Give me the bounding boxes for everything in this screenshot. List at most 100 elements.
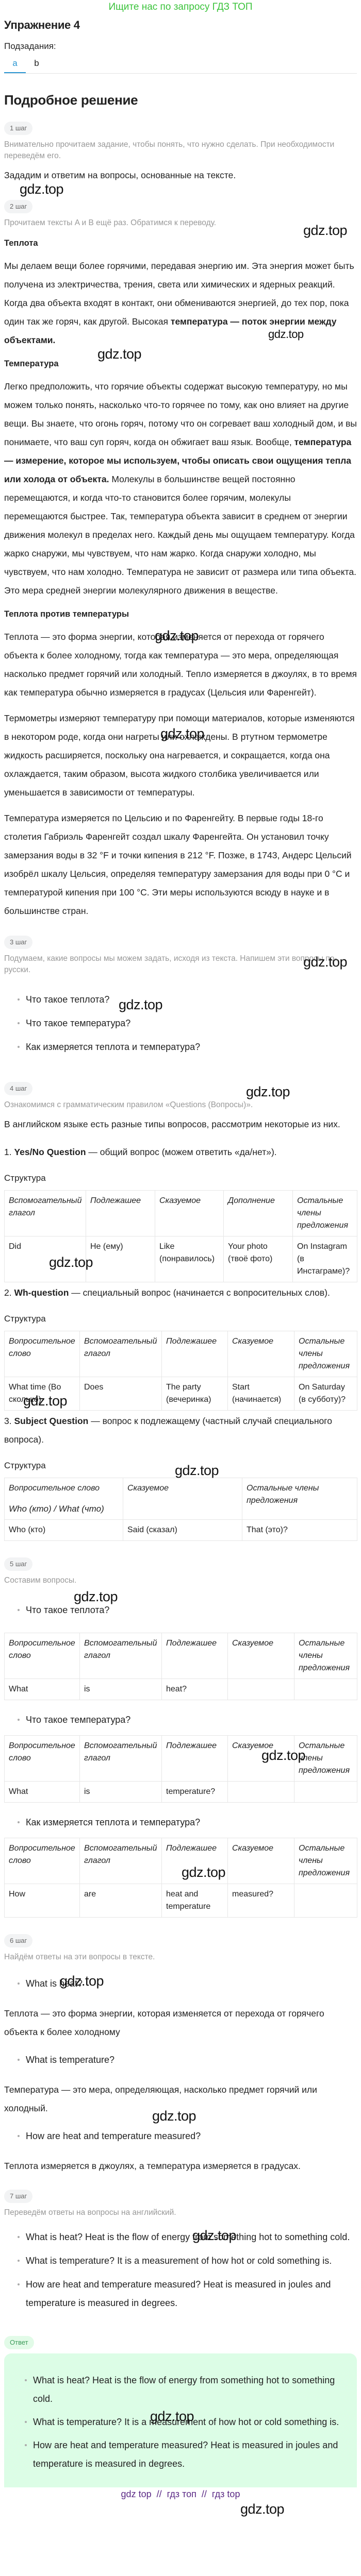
step-badge: 3 шаг bbox=[4, 936, 33, 949]
page-title: Упражнение 4 bbox=[4, 19, 80, 31]
table-header-cell: Вопросительное слово Who (кто) / What (чт… bbox=[4, 1478, 123, 1520]
list-item: Что такое температура? bbox=[4, 1710, 357, 1729]
answer-badge: Ответ bbox=[4, 2336, 34, 2349]
paragraph: Температура измеряется по Цельсию и по Ф… bbox=[4, 813, 352, 916]
table-cell: What time (Во сколько) bbox=[4, 1377, 80, 1411]
answer-text: Теплота — это форма энергии, которая изм… bbox=[4, 2008, 324, 2037]
header-text: Подлежашее bbox=[166, 1337, 217, 1346]
table-row: What is heat? bbox=[4, 1679, 357, 1700]
table-header-cell: Подлежашее bbox=[161, 1331, 228, 1377]
structure-table: Вспомогательный глагол Подлежашее Сказуемо… bbox=[4, 1190, 357, 1282]
table-cell: Start (начинается) bbox=[227, 1377, 294, 1411]
tab-b[interactable]: b bbox=[34, 58, 39, 68]
step-badge: 6 шаг bbox=[4, 1934, 33, 1947]
list-item: How are heat and temperature measured? bbox=[4, 2127, 357, 2145]
subtask-tabs: a b bbox=[4, 57, 357, 74]
question-types: 1. Yes/No Question — общий вопрос (можем… bbox=[4, 1143, 357, 1541]
header-subtext: Who (кто) / What (что) bbox=[9, 1504, 104, 1514]
table-cell: How bbox=[4, 1884, 80, 1918]
table-cell: measured? bbox=[227, 1884, 294, 1918]
header-text: Вспомогательный глагол bbox=[84, 1337, 157, 1358]
answer-text: Теплота измеряется в джоулях, а температ… bbox=[4, 2161, 301, 2171]
structure-table: Вопросительное слово Вспомогательный глаг… bbox=[4, 1838, 357, 1918]
step-hint: Ознакомимся с грамматическим правилом «Q… bbox=[4, 1100, 253, 1109]
table-cell: That (это)? bbox=[242, 1519, 357, 1541]
table-cell: Who (кто) bbox=[4, 1519, 123, 1541]
question-list: How are heat and temperature measured? bbox=[4, 2127, 357, 2145]
question-tables: Что такое теплота? Вопросительное слово Вс… bbox=[4, 1601, 357, 1918]
list-item: Как измеряется теплота и температура? bbox=[4, 1038, 357, 1056]
table-row: What is temperature? bbox=[4, 1781, 357, 1803]
table-cell: He (ему) bbox=[86, 1236, 155, 1282]
step-7: 7 шаг Переведём ответы на вопросы на анг… bbox=[4, 2175, 357, 2312]
list-item: What is heat? Heat is the flow of energy… bbox=[17, 2371, 344, 2408]
header-text: Вспомогательный глагол bbox=[84, 1741, 157, 1762]
question-list: Что такое теплота? Что такое температура… bbox=[4, 990, 357, 1056]
subtasks-label: Подзадания: bbox=[4, 41, 56, 51]
tab-a[interactable]: a bbox=[4, 57, 26, 73]
type-name: Wh-question bbox=[14, 1287, 69, 1298]
table-cell bbox=[294, 1781, 357, 1803]
table-header-cell: Сказуемое bbox=[227, 1838, 294, 1884]
header-text: Подлежашее bbox=[166, 1741, 217, 1750]
table-cell bbox=[294, 1679, 357, 1700]
header-text: Сказуемое bbox=[127, 1484, 169, 1493]
table-header-cell: Остальные члены предложения bbox=[294, 1838, 357, 1884]
table-cell: Said (сказал) bbox=[123, 1519, 242, 1541]
table-header-row: Вопросительное слово Вспомогательный глаг… bbox=[4, 1633, 357, 1679]
type-number: 3. bbox=[4, 1416, 14, 1426]
answer-text: Температура — это мера, определяющая, на… bbox=[4, 2084, 317, 2113]
table-header-cell: Подлежашее bbox=[86, 1190, 155, 1236]
header-text: Вспомогательный глагол bbox=[9, 1196, 82, 1217]
table-cell: Your photo (твоё фото) bbox=[223, 1236, 293, 1282]
list-item: How are heat and temperature measured? H… bbox=[17, 2436, 344, 2473]
paragraph: Термометры измеряют температуру при помо… bbox=[4, 713, 355, 798]
header-text: Дополнение bbox=[228, 1196, 275, 1205]
paragraph-temperature: Легко предположить, что горячие объекты … bbox=[4, 377, 357, 600]
structure-table: Вопросительное слово Who (кто) / What (чт… bbox=[4, 1478, 357, 1541]
structure-table: Вопросительное слово Вспомогательный глаг… bbox=[4, 1633, 357, 1700]
step-hint: Найдём ответы на эти вопросы в тексте. bbox=[4, 1953, 155, 1961]
table-header-cell: Остальные члены предложения bbox=[294, 1633, 357, 1679]
step-badge: 5 шаг bbox=[4, 1557, 33, 1571]
table-cell: On Instagram (в Инстаграме)? bbox=[292, 1236, 357, 1282]
table-row: Who (кто) Said (сказал) That (это)? bbox=[4, 1519, 357, 1541]
step-hint: Подумаем, какие вопросы мы можем задать,… bbox=[4, 954, 337, 974]
structure-table: Вопросительное слово Вспомогательный глаг… bbox=[4, 1331, 357, 1411]
table-cell: Like (понравилось) bbox=[155, 1236, 224, 1282]
table-cell: On Saturday (в субботу)? bbox=[294, 1377, 357, 1411]
step-badge: 2 шаг bbox=[4, 200, 33, 213]
table-header-cell: Вопросительное слово bbox=[4, 1735, 80, 1782]
table-header-cell: Остальные члены предложения bbox=[242, 1478, 357, 1520]
text: Молекулы в большинстве вещей постоянно п… bbox=[4, 474, 357, 596]
list-item: What is temperature? bbox=[4, 2050, 357, 2069]
header-text: Остальные члены предложения bbox=[299, 1844, 350, 1877]
translation-list: What is heat? Heat is the flow of energy… bbox=[4, 2228, 357, 2312]
table-cell: temperature? bbox=[161, 1781, 228, 1803]
header-text: Сказуемое bbox=[232, 1337, 274, 1346]
step-hint: Переведём ответы на вопросы на английски… bbox=[4, 2208, 176, 2217]
table-header-cell: Вспомогательный глагол bbox=[79, 1331, 162, 1377]
table-header-cell: Подлежашее bbox=[161, 1633, 228, 1679]
text: Мы делаем вещи более горячими, передавая… bbox=[4, 261, 354, 327]
table-header-cell: Дополнение bbox=[223, 1190, 293, 1236]
type-description: — вопрос к подлежащему (частный случай с… bbox=[4, 1416, 332, 1445]
question-list: What is heat? bbox=[4, 1974, 357, 1993]
table-header-cell: Сказуемое bbox=[227, 1735, 294, 1782]
bold-text: температура — измерение, которое мы испо… bbox=[4, 437, 352, 484]
search-banner: Ищите нас по запросу ГДЗ ТОП bbox=[108, 2, 253, 12]
table-row: How are heat and temperature measured? bbox=[4, 1884, 357, 1918]
table-cell bbox=[227, 1679, 294, 1700]
table-cell: What bbox=[4, 1781, 80, 1803]
question-list: Как измеряется теплота и температура? bbox=[4, 1813, 357, 1832]
table-header-cell: Остальные члены предложения bbox=[294, 1735, 357, 1782]
section-title-temperature: Температура bbox=[4, 359, 59, 368]
header-text: Сказуемое bbox=[232, 1639, 274, 1648]
footer-links[interactable]: gdz top // гдз топ // гдз top bbox=[121, 2489, 240, 2499]
step-1: 1 шаг Внимательно прочитаем задание, что… bbox=[4, 108, 357, 184]
step-3: 3 шаг Подумаем, какие вопросы мы можем з… bbox=[4, 920, 357, 1056]
type-name: Yes/No Question bbox=[14, 1147, 86, 1157]
table-cell: Did bbox=[4, 1236, 86, 1282]
list-item: Что такое температура? bbox=[4, 1014, 357, 1032]
question-list: Что такое теплота? bbox=[4, 1601, 357, 1619]
